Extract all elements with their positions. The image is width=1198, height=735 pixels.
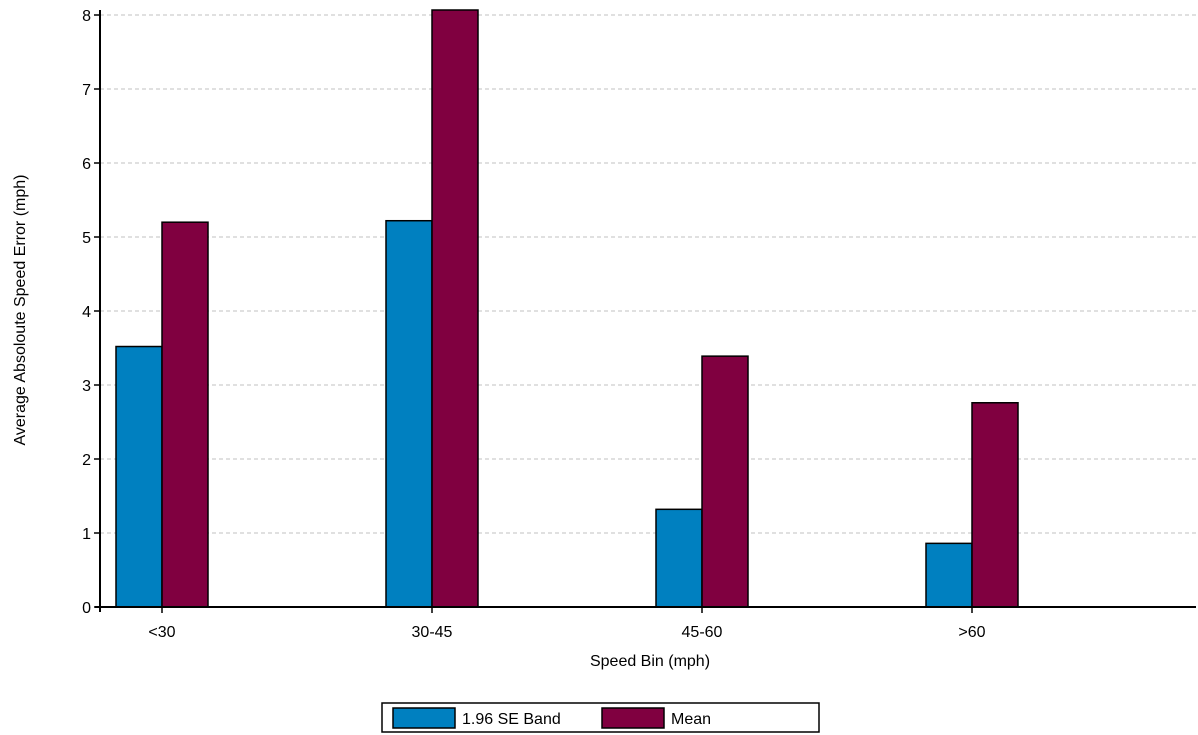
y-tick-label: 4 xyxy=(82,304,91,321)
gridlines xyxy=(100,14,1196,534)
bars xyxy=(115,9,1019,608)
y-tick-label: 1 xyxy=(82,526,91,543)
bar-mean xyxy=(701,355,749,608)
bar-mean xyxy=(971,402,1019,608)
x-tick-label: >60 xyxy=(958,624,985,641)
legend-label-mean: Mean xyxy=(671,711,711,728)
y-tick-label: 7 xyxy=(82,82,91,99)
bar-band xyxy=(925,542,973,608)
y-tick-label: 8 xyxy=(82,8,91,25)
bar-mean xyxy=(161,221,209,608)
bar-mean xyxy=(431,9,479,608)
x-tick-label: 45-60 xyxy=(682,624,723,641)
y-tick-label: 6 xyxy=(82,156,91,173)
y-axis-label: Average Absoloute Speed Error (mph) xyxy=(12,175,29,446)
legend-swatch-band xyxy=(392,707,456,729)
y-axis-ticks: 0 1 2 3 4 5 6 7 8 xyxy=(82,8,100,617)
x-axis-label: Speed Bin (mph) xyxy=(590,653,710,670)
y-tick-label: 0 xyxy=(82,600,91,617)
y-tick-label: 2 xyxy=(82,452,91,469)
x-tick-label: 30-45 xyxy=(412,624,453,641)
x-tick-label: <30 xyxy=(148,624,175,641)
legend: 1.96 SE Band Mean xyxy=(381,702,820,733)
y-tick-label: 5 xyxy=(82,230,91,247)
legend-label-band: 1.96 SE Band xyxy=(462,711,561,728)
bar-band xyxy=(385,219,433,608)
bar-band xyxy=(655,508,703,608)
y-tick-label: 3 xyxy=(82,378,91,395)
x-axis-ticks: <30 30-45 45-60 >60 xyxy=(148,607,986,641)
bar-band xyxy=(115,345,163,608)
legend-swatch-mean xyxy=(601,707,665,729)
